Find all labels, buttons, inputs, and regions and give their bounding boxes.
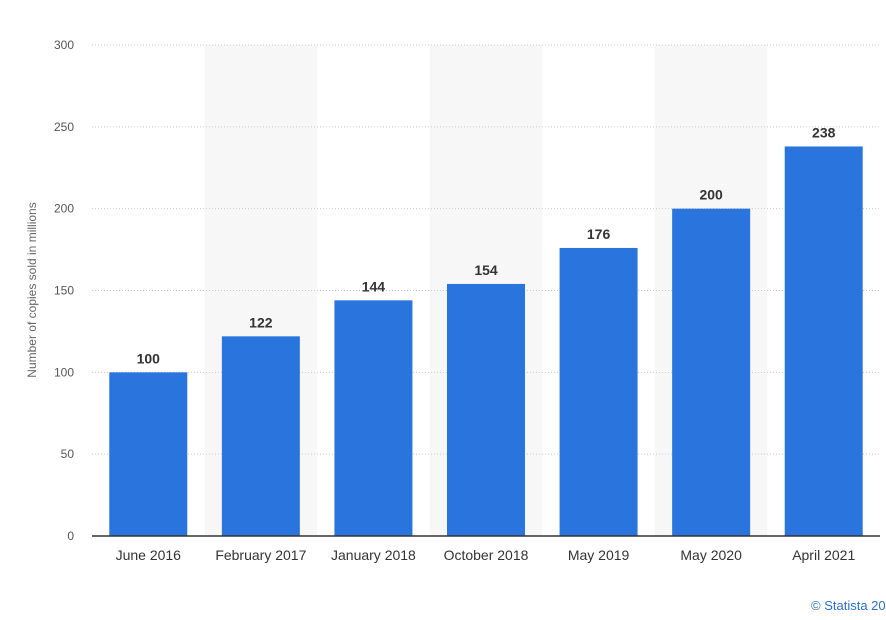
data-label: 144: [362, 278, 386, 294]
y-tick-label: 0: [67, 529, 74, 543]
x-tick-label: May 2020: [680, 547, 742, 563]
y-tick-label: 250: [54, 120, 74, 134]
y-tick-label: 100: [54, 365, 74, 379]
data-label: 100: [137, 350, 161, 366]
x-axis-ticks: June 2016 February 2017 January 2018 Octobe…: [116, 547, 856, 563]
x-tick-label: February 2017: [215, 547, 306, 563]
x-tick-label: January 2018: [331, 547, 416, 563]
bar[interactable]: [672, 208, 751, 536]
bar[interactable]: [559, 247, 638, 537]
statista-credit-link[interactable]: © Statista 2021: [811, 598, 886, 613]
x-tick-label: April 2021: [792, 547, 855, 563]
y-axis-ticks: 0 50 100 150 200 250 300: [54, 38, 74, 543]
bar[interactable]: [221, 336, 300, 536]
y-tick-label: 300: [54, 38, 74, 52]
bar[interactable]: [447, 283, 525, 536]
y-tick-label: 50: [61, 447, 75, 461]
data-label: 238: [812, 124, 836, 140]
x-tick-label: June 2016: [116, 547, 182, 563]
bar[interactable]: [334, 300, 413, 536]
data-label: 122: [249, 314, 273, 330]
data-label: 154: [474, 262, 498, 278]
bar[interactable]: [109, 372, 188, 536]
x-tick-label: October 2018: [444, 547, 529, 563]
data-label: 200: [699, 187, 723, 203]
y-tick-label: 150: [54, 284, 74, 298]
y-tick-label: 200: [54, 202, 74, 216]
x-tick-label: May 2019: [568, 547, 630, 563]
bars: [109, 146, 863, 537]
data-label: 176: [587, 226, 611, 242]
bar[interactable]: [784, 146, 863, 536]
data-labels: 100 122 144 154 176 200 238: [137, 124, 836, 366]
y-axis-title: Number of copies sold in millions: [25, 202, 39, 377]
